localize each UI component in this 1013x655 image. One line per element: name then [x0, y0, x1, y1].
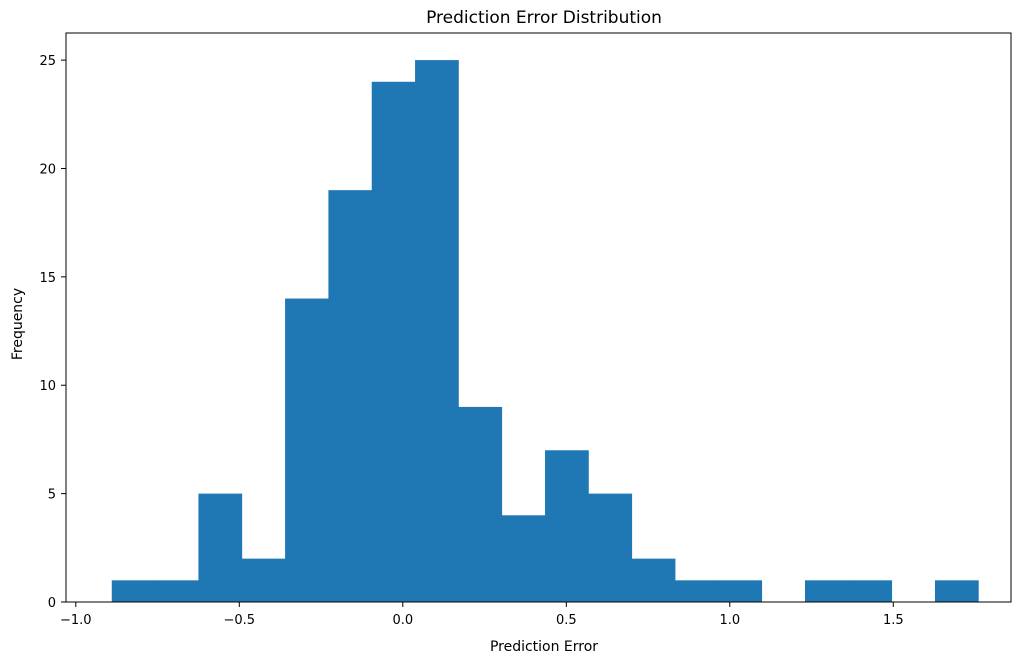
histogram-bar [718, 580, 763, 602]
histogram-bar [675, 580, 719, 602]
x-tick-label: 1.5 [883, 613, 904, 628]
histogram-bar [155, 580, 199, 602]
histogram-bar [198, 493, 243, 602]
x-tick-label: −0.5 [224, 613, 256, 628]
histogram-bar [848, 580, 893, 602]
histogram-bar [588, 493, 633, 602]
x-tick-label: 0.0 [392, 613, 413, 628]
bars-group [111, 60, 979, 603]
histogram-bar [501, 515, 546, 602]
chart-title: Prediction Error Distribution [426, 8, 662, 28]
y-tick-label: 0 [48, 596, 56, 611]
y-tick-label: 5 [48, 488, 56, 503]
x-tick-label: −1.0 [60, 613, 92, 628]
y-tick-label: 15 [39, 271, 56, 286]
histogram-bar [545, 450, 589, 602]
plot-frame [65, 32, 1012, 603]
x-tick-label: 1.0 [719, 613, 740, 628]
x-axis-label: Prediction Error [490, 639, 598, 655]
histogram-bar [371, 81, 416, 603]
y-tick-label: 20 [39, 162, 56, 177]
y-axis-label: Frequency [10, 288, 26, 360]
histogram-bar [285, 298, 329, 602]
x-tick-label: 0.5 [556, 613, 577, 628]
axes-group: −1.0 −0.5 0.0 0.5 1.0 1.5 0 5 10 15 20 25 [39, 32, 1012, 628]
histogram-bar [804, 580, 849, 602]
y-tick-label: 10 [39, 379, 56, 394]
histogram-bar [111, 580, 156, 602]
histogram-bar [415, 60, 459, 603]
histogram-bar [631, 558, 676, 602]
histogram-bar [458, 406, 503, 602]
histogram-bar [241, 558, 286, 602]
histogram-bar [934, 580, 979, 602]
histogram-bar [328, 190, 373, 602]
y-tick-label: 25 [39, 54, 56, 69]
